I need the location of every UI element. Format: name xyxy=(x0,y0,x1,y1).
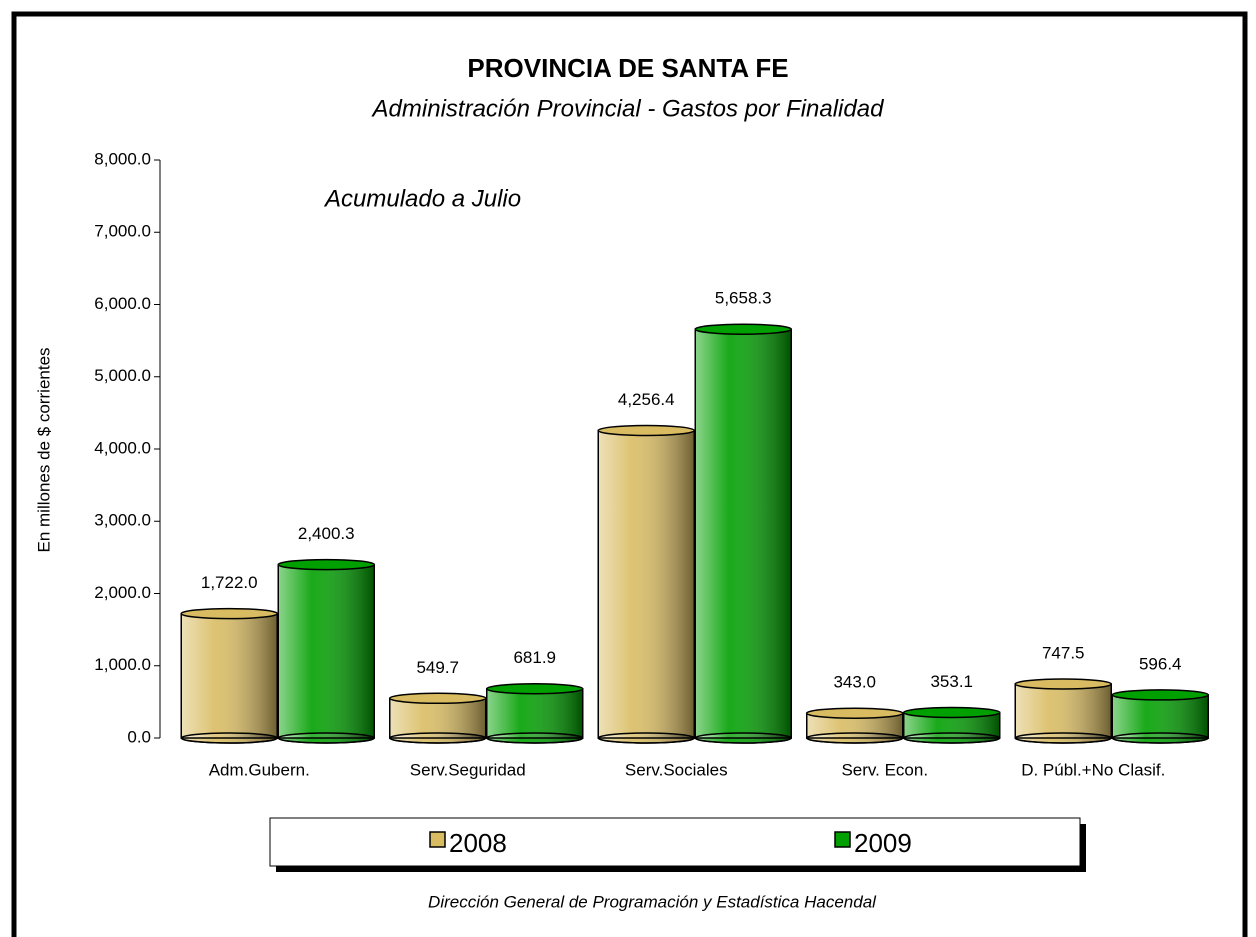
y-tick-label: 3,000.0 xyxy=(94,511,151,530)
bar-top xyxy=(1014,678,1112,690)
chart-subtitle: Administración Provincial - Gastos por F… xyxy=(371,95,885,122)
x-tick-label: Serv.Sociales xyxy=(625,760,728,779)
data-label: 343.0 xyxy=(833,673,876,692)
data-label: 549.7 xyxy=(416,658,459,677)
legend-label: 2009 xyxy=(854,828,912,858)
y-tick-label: 1,000.0 xyxy=(94,655,151,674)
y-tick-label: 2,000.0 xyxy=(94,583,151,602)
bar-top xyxy=(1111,689,1209,701)
data-label: 1,722.0 xyxy=(201,573,258,592)
bar-shade xyxy=(1112,694,1209,738)
annotation: Acumulado a Julio xyxy=(323,185,521,212)
y-tick-label: 5,000.0 xyxy=(94,366,151,385)
bar-top xyxy=(597,424,695,437)
x-tick-label: Serv. Econ. xyxy=(841,760,928,779)
data-label: 747.5 xyxy=(1042,643,1085,662)
bar-top xyxy=(903,706,1001,719)
bar-shade xyxy=(598,430,695,738)
bar-shade xyxy=(695,329,792,738)
footer: Dirección General de Programación y Esta… xyxy=(428,892,877,911)
bar-shade xyxy=(389,698,486,738)
bar-top xyxy=(389,692,487,705)
bar-top xyxy=(277,558,375,571)
x-tick-label: Serv.Seguridad xyxy=(410,760,526,779)
bar-top xyxy=(486,682,584,695)
legend-label: 2008 xyxy=(449,828,507,858)
y-tick-label: 6,000.0 xyxy=(94,294,151,313)
frame xyxy=(11,11,1248,937)
data-label: 5,658.3 xyxy=(715,289,772,308)
x-tick-label: D. Públ.+No Clasif. xyxy=(1021,760,1165,779)
legend-swatch xyxy=(834,831,851,848)
data-label: 4,256.4 xyxy=(618,390,675,409)
data-label: 681.9 xyxy=(513,648,556,667)
data-label: 596.4 xyxy=(1139,654,1182,673)
bar-top xyxy=(806,707,904,719)
bar-shade xyxy=(181,613,278,738)
bar-top xyxy=(694,323,792,335)
y-tick-label: 4,000.0 xyxy=(94,438,151,457)
legend-box xyxy=(269,817,1081,867)
x-tick-label: Adm.Gubern. xyxy=(209,760,310,779)
data-label: 353.1 xyxy=(930,672,973,691)
bar-shade xyxy=(278,564,375,738)
bar-shade xyxy=(1015,683,1112,738)
bar-top xyxy=(180,607,278,620)
bar-shade xyxy=(486,688,583,738)
data-label: 2,400.3 xyxy=(298,524,355,543)
legend-swatch xyxy=(429,831,446,848)
chart-title: PROVINCIA DE SANTA FE xyxy=(467,53,788,83)
y-tick-label: 8,000.0 xyxy=(94,149,151,168)
y-tick-label: 0.0 xyxy=(127,727,151,746)
y-axis-label: En millones de $ corrientes xyxy=(34,347,53,552)
y-tick-label: 7,000.0 xyxy=(94,222,151,241)
